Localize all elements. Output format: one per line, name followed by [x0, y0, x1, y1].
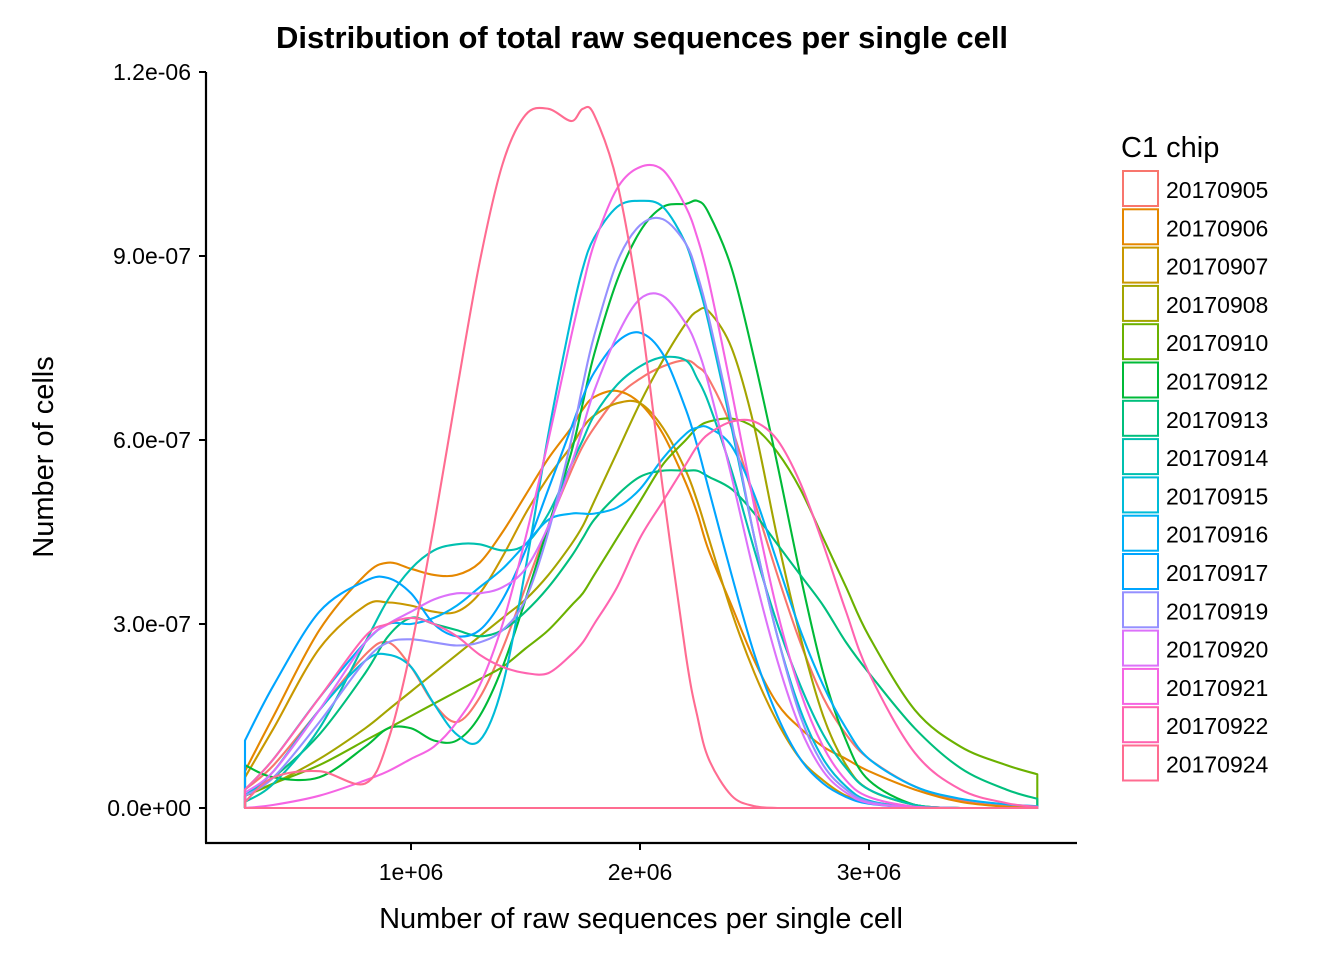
legend-item-20170905: 20170905: [1122, 170, 1268, 207]
density-line-20170912: [243, 199, 1039, 810]
x-axis-ticks: 1e+06 2e+06 3e+06: [379, 843, 902, 885]
density-line-20170922: [243, 418, 1039, 810]
legend-label: 20170910: [1166, 330, 1268, 356]
legend: C1 chip 20170905 20170906 20170907 20170908…: [1121, 132, 1269, 782]
density-line-20170906: [243, 389, 1039, 810]
legend-item-20170915: 20170915: [1122, 476, 1268, 514]
y-tick-label: 1.2e-06: [113, 59, 191, 85]
legend-key: [1122, 514, 1159, 552]
plot-area: [243, 105, 1039, 810]
density-line-20170916: [243, 425, 1039, 810]
legend-label: 20170906: [1166, 215, 1268, 241]
density-line-20170920: [243, 292, 1039, 810]
legend-label: 20170916: [1166, 522, 1268, 548]
density-line-20170915: [243, 199, 1039, 810]
legend-label: 20170917: [1166, 560, 1268, 586]
legend-label: 20170921: [1166, 675, 1268, 701]
legend-key: [1122, 284, 1159, 322]
density-line-20170910: [243, 417, 1039, 810]
legend-label: 20170908: [1166, 292, 1268, 318]
density-line-20170914: [243, 355, 1039, 810]
legend-item-20170920: 20170920: [1122, 629, 1268, 667]
legend-key: [1122, 208, 1159, 246]
x-tick-label: 3e+06: [837, 859, 902, 885]
legend-item-20170916: 20170916: [1122, 514, 1268, 552]
legend-label: 20170924: [1166, 752, 1269, 778]
density-line-20170907: [243, 399, 1039, 810]
legend-item-20170924: 20170924: [1122, 744, 1269, 782]
legend-key: [1122, 323, 1159, 361]
x-tick-label: 1e+06: [379, 859, 444, 885]
x-tick-label: 2e+06: [608, 859, 673, 885]
legend-item-20170914: 20170914: [1122, 438, 1269, 476]
legend-item-20170906: 20170906: [1122, 208, 1268, 246]
legend-title: C1 chip: [1121, 132, 1219, 164]
legend-label: 20170912: [1166, 369, 1268, 395]
legend-key: [1122, 399, 1159, 437]
y-tick-label: 3.0e-07: [113, 611, 191, 637]
legend-item-20170913: 20170913: [1122, 399, 1268, 437]
legend-item-20170910: 20170910: [1122, 323, 1268, 361]
legend-label: 20170913: [1166, 407, 1268, 433]
legend-key: [1122, 591, 1159, 629]
legend-item-20170919: 20170919: [1122, 591, 1268, 629]
legend-key: [1122, 744, 1159, 782]
y-tick-label: 6.0e-07: [113, 427, 191, 453]
x-axis-title: Number of raw sequences per single cell: [379, 903, 903, 935]
density-line-20170917: [243, 331, 1039, 810]
legend-label: 20170907: [1166, 254, 1268, 280]
legend-key: [1122, 170, 1159, 207]
y-tick-label: 9.0e-07: [113, 243, 191, 269]
legend-item-20170908: 20170908: [1122, 284, 1268, 322]
legend-item-20170912: 20170912: [1122, 361, 1268, 399]
legend-key: [1122, 476, 1159, 514]
legend-key: [1122, 629, 1159, 667]
legend-label: 20170920: [1166, 637, 1268, 663]
density-line-20170908: [243, 306, 1039, 810]
y-axis-title: Number of cells: [28, 356, 60, 557]
y-tick-label: 0.0e+00: [107, 795, 191, 821]
legend-label: 20170919: [1166, 598, 1268, 624]
legend-label: 20170905: [1166, 177, 1268, 203]
legend-item-20170917: 20170917: [1122, 553, 1268, 590]
legend-item-20170921: 20170921: [1122, 667, 1268, 705]
legend-key: [1122, 553, 1159, 590]
density-line-20170921: [243, 163, 1039, 810]
legend-item-20170922: 20170922: [1122, 706, 1268, 744]
y-axis-ticks: 0.0e+00 3.0e-07 6.0e-07 9.0e-07 1.2e-06: [107, 59, 206, 821]
legend-label: 20170915: [1166, 483, 1268, 509]
legend-label: 20170914: [1166, 445, 1269, 471]
legend-key: [1122, 361, 1159, 399]
legend-item-20170907: 20170907: [1122, 246, 1268, 284]
legend-label: 20170922: [1166, 713, 1268, 739]
density-line-20170919: [243, 216, 1039, 810]
chart-title: Distribution of total raw sequences per …: [276, 20, 1008, 55]
density-line-20170924: [243, 105, 1039, 810]
legend-key: [1122, 667, 1159, 705]
legend-key: [1122, 246, 1159, 284]
legend-key: [1122, 706, 1159, 744]
legend-key: [1122, 438, 1159, 476]
